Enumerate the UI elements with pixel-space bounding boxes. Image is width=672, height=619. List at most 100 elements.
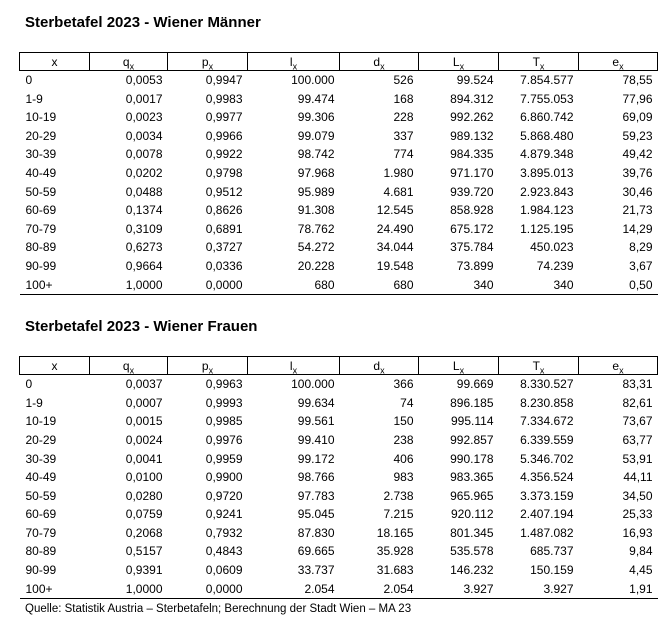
value-cell: 78,55 [622,73,653,87]
value-cell: 1.980 [383,165,414,180]
value-cell: 59,23 [622,128,653,143]
value-cell: 98.766 [297,470,335,485]
value-cell: 99.079 [297,128,335,143]
value-cell: 0,0017 [125,91,163,106]
value-cell: 53,91 [622,451,653,466]
column-header-ex: ex [578,52,658,71]
value-cell: 95.045 [297,507,335,522]
value-cell: 49,42 [622,147,653,162]
value-cell: 69.665 [297,544,335,559]
value-cell: 74 [400,395,414,410]
value-cell: 73,67 [622,414,653,429]
value-cell: 983 [393,470,414,485]
value-cell: 0,9512 [205,184,243,199]
value-cell: 896.185 [450,395,494,410]
table-row: 80-89 0,5157 0,4843 69.665 35.928 535.578 685.… [20,542,658,561]
value-cell: 21,73 [622,203,653,218]
value-cell: 992.262 [450,110,494,125]
value-cell: 0,9963 [205,377,243,392]
value-cell: 97.968 [297,165,335,180]
value-cell: 0,0336 [205,258,243,273]
value-cell: 0,0488 [125,184,163,199]
table-row: 60-69 0,1374 0,8626 91.308 12.545 858.928 1.98… [20,201,658,220]
value-cell: 0,9241 [205,507,243,522]
column-header-tx: Tx [498,52,579,71]
value-cell: 995.114 [451,414,494,429]
table-row: 100+ 1,0000 0,0000 2.054 2.054 3.927 3.927 1,91 [19,579,658,600]
table-row: 20-29 0,0034 0,9966 99.079 337 989.132 5.868.4… [20,127,658,146]
table-row: 60-69 0,0759 0,9241 95.045 7.215 920.112 2.407… [20,505,658,524]
value-cell: 87.830 [297,525,335,540]
column-header-lx: Lx [418,52,499,71]
column-header-dx: dx [339,52,419,71]
value-cell: 0,0759 [125,507,163,522]
value-cell: 801.345 [450,525,494,540]
age-cell: 40-49 [25,165,57,180]
table-row: 1-9 0,0007 0,9993 99.634 74 896.185 8.230.858 8… [20,394,658,413]
value-cell: 99.474 [297,91,335,106]
table-row: 0 0,0053 0,9947 100.000 526 99.524 7.854.577 78… [20,71,658,90]
value-cell: 99.410 [297,432,335,447]
value-cell: 14,29 [622,221,653,236]
value-cell: 150 [393,414,414,429]
value-cell: 19.548 [376,258,414,273]
age-cell: 10-19 [25,414,57,429]
value-cell: 82,61 [622,395,653,410]
value-cell: 73.899 [456,258,494,273]
table-row: 30-39 0,0041 0,9959 99.172 406 990.178 5.346.7… [20,450,658,469]
age-cell: 100+ [19,579,90,600]
value-cell: 4.356.524 [520,470,574,485]
value-cell: 54.272 [297,240,335,255]
value-cell: 526 [393,73,414,87]
value-cell: 100.000 [291,73,335,87]
table-row: 70-79 0,2068 0,7932 87.830 18.165 801.345 1.48… [20,524,658,543]
table-header: x qx px lx dx Lx Tx ex [19,356,658,376]
value-cell: 0,0000 [167,579,248,600]
value-cell: 375.784 [450,240,494,255]
value-cell: 168 [393,91,414,106]
table-row: 10-19 0,0023 0,9977 99.306 228 992.262 6.860.7… [20,108,658,127]
table-row: 10-19 0,0015 0,9985 99.561 150 995.114 7.334.6… [20,412,658,431]
age-cell: 60-69 [25,203,57,218]
value-cell: 8.330.527 [520,377,574,392]
value-cell: 78.762 [297,221,335,236]
value-cell: 0,0024 [125,432,163,447]
value-cell: 0,9922 [205,147,243,162]
value-cell: 30,46 [622,184,653,199]
value-cell: 0,4843 [205,544,243,559]
age-cell: 10-19 [25,110,57,125]
life-table-frauen: x qx px lx dx Lx Tx ex 0 0,0037 0,9963 100.000 366 9… [19,356,658,600]
value-cell: 989.132 [450,128,494,143]
value-cell: 7.854.577 [520,73,574,87]
value-cell: 0,9900 [205,470,243,485]
value-cell: 939.720 [450,184,494,199]
value-cell: 0,0015 [125,414,163,429]
value-cell: 0,6891 [205,221,243,236]
value-cell: 0,0609 [205,563,243,578]
value-cell: 33.737 [297,563,335,578]
value-cell: 100.000 [291,377,335,392]
value-cell: 99.306 [297,110,335,125]
table-title-frauen: Sterbetafel 2023 - Wiener Frauen [25,318,258,336]
column-header-lx: lx [247,52,340,71]
column-header-ex: ex [578,356,658,376]
value-cell: 2.054 [247,579,340,600]
table-body: 0 0,0053 0,9947 100.000 526 99.524 7.854.577 78… [19,71,658,296]
value-cell: 6.339.559 [520,432,574,447]
value-cell: 1,91 [578,579,658,600]
value-cell: 74.239 [536,258,574,273]
value-cell: 1.487.082 [520,525,574,540]
column-header-px: px [167,52,248,71]
age-cell: 60-69 [25,507,57,522]
value-cell: 83,31 [622,377,653,392]
table-header: x qx px lx dx Lx Tx ex [19,52,658,71]
value-cell: 95.989 [297,184,335,199]
value-cell: 0,0280 [125,488,163,503]
value-cell: 91.308 [297,203,335,218]
value-cell: 366 [393,377,414,392]
value-cell: 0,0202 [125,165,163,180]
age-cell: 50-59 [25,184,57,199]
value-cell: 971.170 [450,165,494,180]
value-cell: 2.738 [383,488,414,503]
value-cell: 4.681 [383,184,414,199]
